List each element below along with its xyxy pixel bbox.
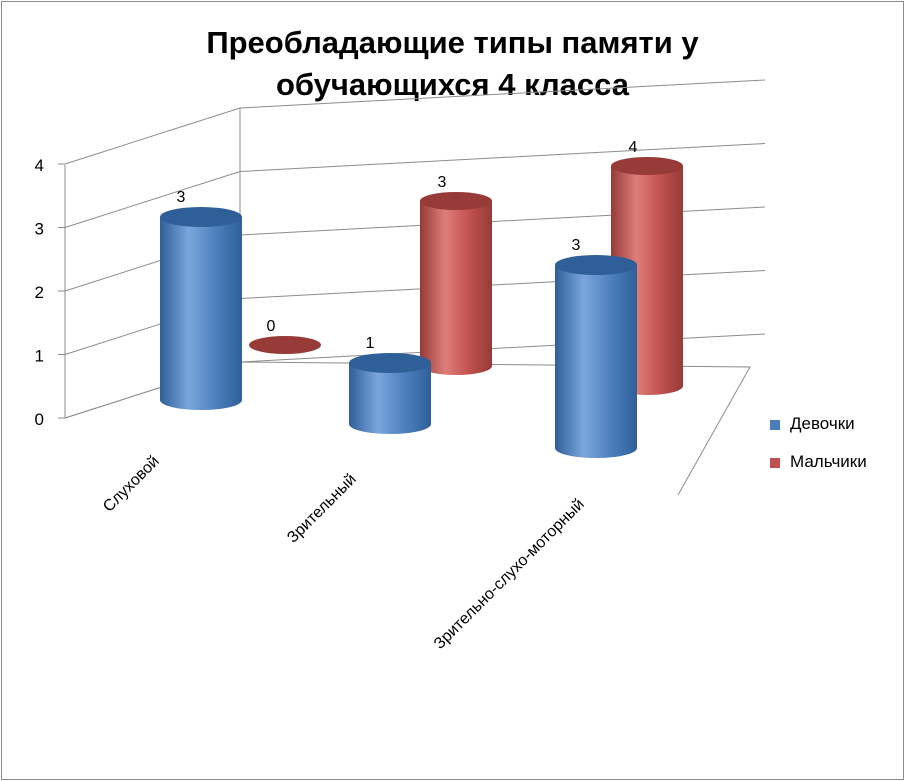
y-tick-label-1: 1: [35, 347, 44, 366]
data-label-boys-0: 0: [267, 318, 276, 335]
data-label-girls-0: 3: [177, 189, 186, 206]
bar-girls-1-top: [349, 353, 431, 373]
bar-boys-0-top: [249, 336, 321, 354]
legend-swatch-boys: [770, 458, 780, 468]
bars: [160, 157, 683, 458]
bar-boys-2-top: [611, 157, 683, 175]
y-tick-label-4: 4: [35, 156, 44, 175]
bar-girls-2-top: [555, 255, 637, 275]
data-label-boys-2: 4: [629, 139, 638, 156]
y-tick-label-3: 3: [35, 220, 44, 239]
legend-swatch-girls: [770, 420, 780, 430]
bar-girls-0-body: [160, 217, 242, 410]
gridline-3: [64, 143, 766, 228]
data-label-girls-2: 3: [572, 237, 581, 254]
y-tick-label-2: 2: [35, 283, 44, 302]
bar-boys-1-body: [420, 201, 492, 375]
bar-boys-1-top: [420, 192, 492, 210]
x-axis-tick-labels: Слуховой Зрительный Зрительно-слухо-моторн…: [100, 453, 588, 653]
bar-boys-0: [249, 336, 321, 354]
data-label-girls-1: 1: [366, 335, 375, 352]
legend-label-girls: Девочки: [790, 414, 855, 433]
bar-boys-1: [420, 192, 492, 375]
x-tick-label-2: Зрительно-слухо-моторный: [431, 496, 588, 653]
legend-label-boys: Мальчики: [790, 452, 867, 471]
y-axis-tick-labels: 0 1 2 3 4: [35, 156, 44, 429]
data-labels: 0 3 4 3 1 3: [177, 139, 638, 352]
bar-girls-2-body: [555, 265, 637, 458]
chart-title-line-1: Преобладающие типы памяти у: [206, 25, 699, 60]
data-label-boys-1: 3: [438, 174, 447, 191]
y-tick-label-0: 0: [35, 410, 44, 429]
x-tick-label-1: Зрительный: [284, 471, 360, 547]
bar-girls-2: [555, 255, 637, 458]
bar-girls-1: [349, 353, 431, 434]
bar-girls-1-body: [349, 363, 431, 434]
bar-girls-0-top: [160, 207, 242, 227]
gridline-4: [64, 79, 766, 165]
bar-girls-0: [160, 207, 242, 410]
x-tick-label-0: Слуховой: [100, 453, 163, 516]
